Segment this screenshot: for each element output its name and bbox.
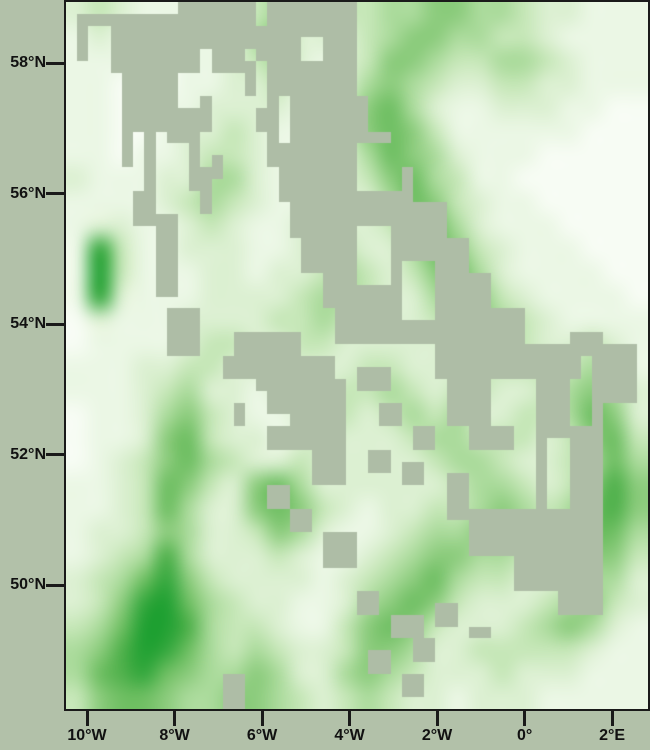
y-tick-label: 52°N — [10, 445, 46, 463]
x-tick-mark — [85, 711, 89, 726]
y-tick-label: 50°N — [10, 576, 46, 594]
x-tick-label: 0° — [516, 727, 533, 744]
x-tick-mark — [173, 711, 177, 726]
x-tick-label: 10°W — [67, 727, 107, 744]
x-tick-mark — [523, 711, 527, 726]
x-tick-mark — [610, 711, 614, 726]
x-tick-label: 8°W — [159, 727, 190, 744]
x-tick-mark — [348, 711, 352, 726]
x-tick-mark — [260, 711, 264, 726]
x-tick-label: 6°W — [246, 727, 278, 744]
y-tick-label: 58°N — [10, 54, 46, 72]
y-tick-mark — [46, 453, 64, 457]
x-tick-mark — [435, 711, 439, 726]
y-tick-mark — [46, 322, 64, 326]
map-plot — [66, 2, 648, 709]
y-tick-mark — [46, 61, 64, 65]
y-tick-label: 56°N — [10, 184, 46, 202]
y-tick-mark — [46, 192, 64, 196]
x-tick-label: 2°E — [599, 727, 626, 744]
y-tick-label: 54°N — [10, 315, 46, 333]
x-tick-label: 4°W — [334, 727, 365, 744]
x-tick-label: 2°W — [421, 727, 453, 744]
y-tick-mark — [46, 583, 64, 587]
